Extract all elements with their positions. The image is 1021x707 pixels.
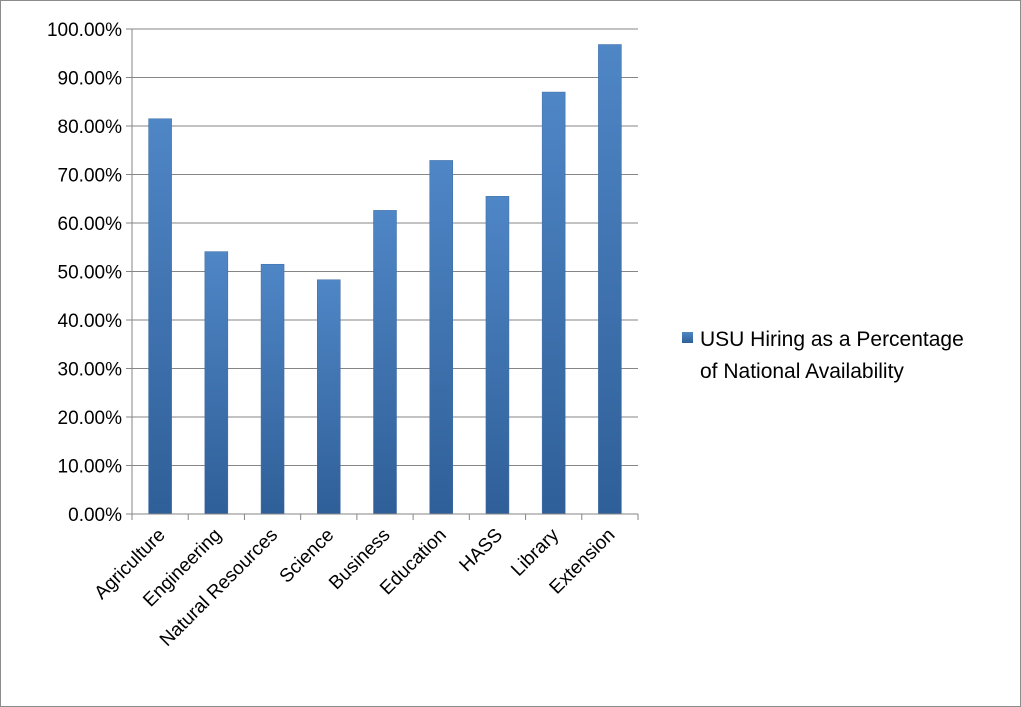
- bar: [598, 44, 622, 515]
- bars: [131, 44, 639, 520]
- x-category-label: Library: [507, 524, 563, 580]
- legend-label-line-2: of National Availability: [700, 360, 904, 383]
- bar: [317, 279, 341, 515]
- bar: [204, 251, 229, 515]
- y-tick-label: 100.00%: [47, 20, 122, 41]
- bar: [260, 263, 285, 515]
- y-tick-label: 10.00%: [58, 457, 123, 478]
- x-category-label: HASS: [456, 525, 507, 576]
- y-tick-label: 30.00%: [58, 360, 123, 381]
- bar: [485, 196, 510, 515]
- bar: [429, 160, 453, 515]
- y-tick-label: 80.00%: [58, 117, 123, 138]
- legend-label-line-1: USU Hiring as a Percentage: [700, 328, 964, 351]
- bar: [541, 91, 566, 515]
- y-tick-label: 90.00%: [58, 69, 123, 90]
- y-tick-label: 70.00%: [58, 166, 123, 187]
- y-tick-label: 0.00%: [68, 505, 122, 526]
- axes: [131, 29, 638, 515]
- bar: [373, 210, 397, 515]
- y-tick-label: 60.00%: [58, 214, 123, 235]
- y-tick-label: 50.00%: [58, 263, 123, 284]
- y-tick-label: 20.00%: [58, 408, 123, 429]
- y-tick-label: 40.00%: [58, 311, 123, 332]
- legend: USU Hiring as a Percentage of National A…: [682, 328, 964, 383]
- legend-swatch: [682, 332, 693, 343]
- bar: [148, 118, 172, 515]
- y-tick-labels: 0.00% 10.00% 20.00% 30.00% 40.00% 50.00% 60.00…: [47, 20, 122, 526]
